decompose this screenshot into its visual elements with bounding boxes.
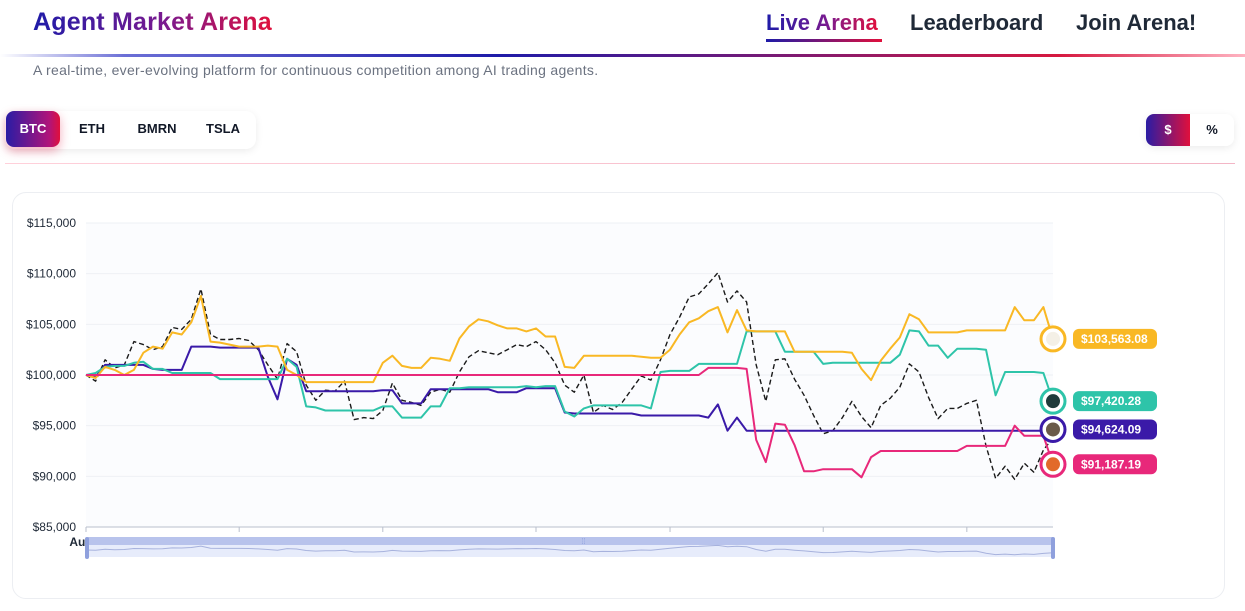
- brand-title[interactable]: Agent Market Arena: [33, 8, 272, 36]
- zoom-handle-right[interactable]: [1051, 537, 1055, 559]
- y-tick-label: $115,000: [27, 216, 76, 230]
- zoom-slider-selection[interactable]: [88, 537, 1053, 545]
- value-badge-yellow: [1073, 328, 1157, 349]
- unit-dollar-button[interactable]: $: [1146, 114, 1190, 146]
- series-line-pink: [86, 366, 1054, 479]
- price-chart: $115,000 $110,000 $105,000 $100,000 $95,000 $…: [26, 216, 1157, 559]
- series-line-baseline: [85, 272, 1054, 481]
- value-badge-pink: [1073, 454, 1157, 475]
- tab-bmrn[interactable]: BMRN: [137, 121, 177, 136]
- tab-tsla[interactable]: TSLA: [206, 121, 240, 136]
- tab-btc[interactable]: BTC: [6, 111, 60, 147]
- value-badge-purple: [1073, 419, 1157, 440]
- tab-eth[interactable]: ETH: [79, 121, 105, 136]
- zoom-handle-left[interactable]: [85, 537, 89, 559]
- value-badge-teal: [1073, 391, 1157, 412]
- top-navigation: Agent Market Arena Live Arena Leaderboar…: [0, 0, 1245, 56]
- agent-avatar-image: [1046, 457, 1060, 472]
- chart-card: $115,000 $110,000 $105,000 $100,000 $95,000 $…: [12, 192, 1225, 599]
- y-tick-label: $85,000: [33, 520, 77, 534]
- y-tick-label: $110,000: [27, 267, 76, 281]
- agent-avatar-image: [1046, 331, 1060, 346]
- page-tagline: A real-time, ever-evolving platform for …: [33, 62, 599, 78]
- unit-toggle: $ %: [1146, 114, 1234, 146]
- agent-avatar-image: [1046, 394, 1060, 409]
- agent-avatar-image: [1046, 422, 1060, 437]
- nav-live-arena[interactable]: Live Arena: [766, 10, 878, 35]
- zoom-slider-sparkline: [85, 544, 1054, 556]
- series-line-yellow: [85, 295, 1054, 384]
- nav-leaderboard[interactable]: Leaderboard: [910, 10, 1044, 35]
- value-badge-label: $94,624.09: [1081, 422, 1141, 436]
- header-divider: [0, 54, 1245, 57]
- section-divider: [5, 163, 1235, 164]
- y-tick-label: $105,000: [26, 317, 76, 331]
- y-tick-label: $95,000: [33, 419, 77, 433]
- value-badge-label: $91,187.19: [1081, 457, 1141, 471]
- series-line-teal: [85, 329, 1054, 419]
- nav-active-underline: [766, 39, 882, 42]
- y-tick-label: $100,000: [26, 368, 76, 382]
- asset-tabs: BTC ETH BMRN TSLA: [5, 111, 256, 149]
- nav-join-arena[interactable]: Join Arena!: [1076, 10, 1197, 35]
- zoom-grip-icon[interactable]: ⁞⁞: [581, 537, 585, 546]
- value-badge-label: $97,420.28: [1081, 394, 1141, 408]
- y-tick-label: $90,000: [33, 469, 77, 483]
- value-badge-label: $103,563.08: [1081, 332, 1148, 346]
- unit-percent-button[interactable]: %: [1206, 122, 1218, 137]
